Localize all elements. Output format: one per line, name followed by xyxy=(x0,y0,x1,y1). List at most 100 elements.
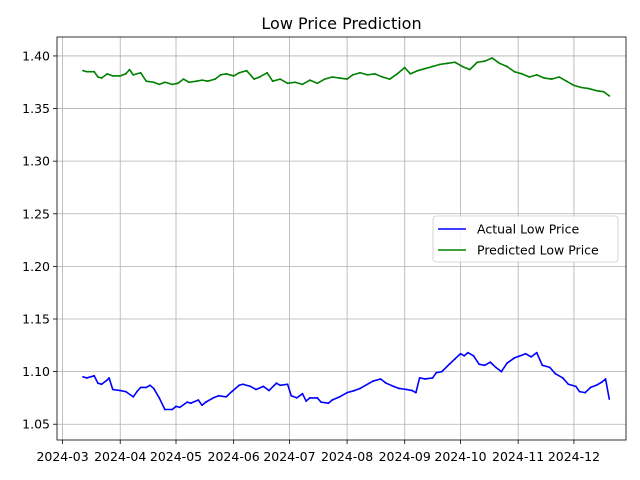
data-point xyxy=(286,82,289,85)
data-point xyxy=(186,401,189,404)
data-point xyxy=(483,364,486,367)
data-point xyxy=(108,377,110,379)
data-point xyxy=(580,86,583,89)
data-point xyxy=(124,390,127,393)
data-point xyxy=(93,70,96,73)
data-point xyxy=(219,73,222,76)
data-point xyxy=(604,378,607,380)
data-point xyxy=(489,361,492,364)
data-point xyxy=(543,77,546,79)
data-point xyxy=(225,395,228,398)
y-tick-label: 1.10 xyxy=(22,364,50,379)
data-point xyxy=(366,73,369,76)
data-point xyxy=(308,397,311,399)
x-tick-label: 2024-03 xyxy=(36,449,88,464)
data-point xyxy=(176,82,179,85)
data-point xyxy=(163,81,166,84)
data-point xyxy=(212,397,215,399)
data-point xyxy=(506,362,508,365)
data-point xyxy=(145,386,148,389)
data-point xyxy=(519,354,521,357)
data-point xyxy=(448,363,451,366)
data-point xyxy=(204,401,207,404)
data-point xyxy=(439,63,441,66)
series-actual-low-price xyxy=(82,351,611,411)
data-point xyxy=(454,61,456,64)
data-point xyxy=(316,397,319,399)
data-point xyxy=(111,75,114,77)
legend-label: Predicted Low Price xyxy=(477,243,599,258)
data-point xyxy=(132,73,135,76)
data-point xyxy=(435,371,438,374)
data-point xyxy=(152,81,155,84)
data-point xyxy=(513,357,516,359)
data-point xyxy=(468,68,471,71)
data-point xyxy=(483,60,486,63)
data-point xyxy=(476,61,479,64)
x-tick-label: 2024-09 xyxy=(379,449,431,464)
data-point xyxy=(338,395,341,398)
data-point xyxy=(305,400,308,402)
data-point xyxy=(301,83,304,86)
y-tick-label: 1.05 xyxy=(22,417,50,432)
data-point xyxy=(253,78,256,80)
data-point xyxy=(331,399,334,401)
data-point xyxy=(431,65,434,68)
data-point xyxy=(524,352,527,355)
data-point xyxy=(238,71,241,74)
data-point xyxy=(550,78,553,80)
data-point xyxy=(595,384,598,387)
data-point xyxy=(217,394,220,397)
data-point xyxy=(535,73,538,76)
data-point xyxy=(290,394,293,397)
data-point xyxy=(520,72,523,75)
data-point xyxy=(388,78,391,80)
grid-layer xyxy=(57,37,626,440)
x-tick-label: 2024-11 xyxy=(492,449,544,464)
data-point xyxy=(136,390,138,393)
data-point xyxy=(206,80,209,83)
data-point xyxy=(561,377,564,379)
data-point xyxy=(149,384,151,387)
data-point xyxy=(111,388,114,391)
data-point xyxy=(424,378,427,380)
data-point xyxy=(245,69,248,72)
data-point xyxy=(500,370,503,373)
data-point xyxy=(506,65,508,68)
data-point xyxy=(139,386,142,389)
plot-frame xyxy=(56,36,627,441)
data-point xyxy=(182,78,185,80)
data-point xyxy=(258,76,261,78)
x-tick-label: 2024-12 xyxy=(548,449,600,464)
data-point xyxy=(578,390,581,393)
data-point xyxy=(463,354,466,357)
data-point xyxy=(587,87,590,90)
data-point xyxy=(548,366,551,369)
data-point xyxy=(600,381,603,384)
data-point xyxy=(459,352,462,355)
data-point xyxy=(351,73,354,76)
data-point xyxy=(411,389,414,392)
data-point xyxy=(498,62,501,65)
data-point xyxy=(119,75,122,77)
y-tick-label: 1.15 xyxy=(22,311,50,326)
data-point xyxy=(338,77,341,79)
data-point xyxy=(567,383,570,386)
data-point xyxy=(106,379,109,381)
data-point xyxy=(441,370,443,373)
data-point xyxy=(446,62,449,65)
data-point xyxy=(565,80,568,83)
data-point xyxy=(494,366,497,369)
data-point xyxy=(139,71,142,74)
legend-box xyxy=(432,215,619,263)
data-point xyxy=(158,83,161,86)
x-tick-label: 2024-10 xyxy=(434,449,486,464)
data-point xyxy=(320,401,322,404)
series-predicted-low-price xyxy=(82,57,611,97)
data-point xyxy=(82,375,84,378)
data-point xyxy=(366,383,369,386)
x-tick-label: 2024-07 xyxy=(263,449,315,464)
data-point xyxy=(461,65,464,68)
data-point xyxy=(472,354,475,357)
data-point xyxy=(323,78,326,80)
